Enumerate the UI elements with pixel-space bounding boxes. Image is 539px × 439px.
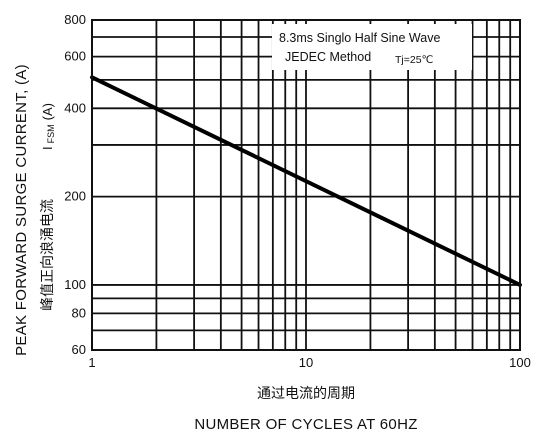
y-tick-labels: 60 80 100 200 400 600 800 bbox=[64, 12, 86, 357]
annotation-line-3: Tj=25℃ bbox=[395, 54, 433, 66]
y-tick-label: 100 bbox=[64, 277, 86, 292]
x-axis-title: NUMBER OF CYCLES AT 60HZ bbox=[194, 416, 417, 433]
x-tick-label: 1 bbox=[88, 355, 95, 370]
series-line bbox=[90, 75, 522, 287]
series-layer bbox=[90, 75, 522, 287]
y-axis-title-cn: 峰值正向浪涌电流 bbox=[40, 199, 56, 311]
y-axis-symbol: I FSM (A) bbox=[40, 103, 56, 150]
x-tick-label: 10 bbox=[299, 355, 313, 370]
plot-frame bbox=[91, 19, 521, 351]
annotation-background bbox=[272, 24, 472, 70]
y-tick-label: 800 bbox=[64, 12, 86, 27]
y-tick-label: 200 bbox=[64, 189, 86, 204]
x-axis-title-cn: 通过电流的周期 bbox=[257, 386, 355, 402]
y-tick-label: 80 bbox=[72, 305, 86, 320]
x-tick-labels: 1 10 100 bbox=[88, 355, 530, 370]
x-tick-label: 100 bbox=[509, 355, 531, 370]
y-tick-label: 600 bbox=[64, 49, 86, 64]
y-axis-unit: (A) bbox=[40, 103, 55, 120]
annotation-line-1: 8.3ms Singlo Half Sine Wave bbox=[279, 31, 440, 45]
annotation-line-2: JEDEC Method bbox=[285, 50, 371, 64]
y-tick-label: 60 bbox=[72, 342, 86, 357]
annotation-box: 8.3ms Singlo Half Sine Wave JEDEC Method… bbox=[272, 24, 472, 70]
y-axis-symbol-letter: I bbox=[40, 146, 55, 150]
y-tick-label: 400 bbox=[64, 100, 86, 115]
y-axis-title: PEAK FORWARD SURGE CURRENT, (A) bbox=[13, 64, 30, 356]
y-axis-symbol-subscript: FSM bbox=[46, 124, 56, 143]
